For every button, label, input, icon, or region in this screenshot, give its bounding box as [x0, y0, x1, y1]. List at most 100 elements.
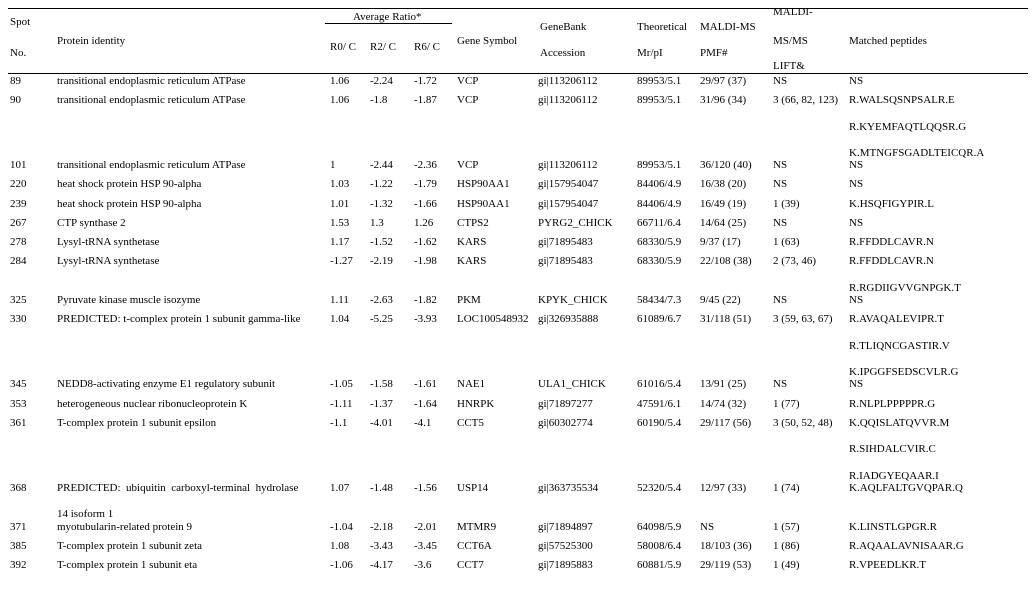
cell: 31/96 (34) — [700, 94, 747, 107]
cell: CTPS2 — [457, 216, 489, 229]
cell: K.LINSTLGPGR.R — [849, 520, 938, 533]
cell: gi|157954047 — [538, 178, 599, 191]
cell: 9/37 (17) — [700, 236, 741, 248]
cell: 239 — [10, 197, 27, 210]
cell: -1.64 — [414, 397, 437, 410]
cell: KPYK_CHICK — [538, 294, 608, 307]
cell: R.AVAQALEVIPR.T — [849, 313, 944, 326]
cell: K.AQLFALTGVQPAR.Q — [849, 481, 963, 494]
cell: -3.6 — [414, 559, 432, 572]
cell: 90 — [10, 94, 21, 107]
cell: R.WALSQSNPSALR.E — [849, 94, 955, 107]
cell: gi|113206112 — [538, 159, 598, 172]
cell: -1.66 — [414, 197, 437, 210]
cell: -2.36 — [414, 159, 437, 172]
cell: -1.62 — [414, 236, 437, 248]
cell: 1 — [330, 159, 336, 172]
cell: gi|60302774 — [538, 416, 593, 429]
cell: LOC100548932 — [457, 313, 529, 326]
cell: gi|113206112 — [538, 75, 598, 87]
cell: MTMR9 — [457, 520, 497, 533]
cell: USP14 — [457, 481, 489, 494]
cell: NEDD8-activating enzyme E1 regulatory su… — [57, 378, 276, 391]
cell: R.IADGYEQAAR.I — [849, 469, 939, 482]
cell: 31/118 (51) — [700, 313, 752, 326]
cell: -1.61 — [414, 378, 437, 391]
cell: gi|326935888 — [538, 313, 599, 326]
cell: R.VPEEDLKR.T — [849, 559, 926, 572]
cell: -1.37 — [370, 397, 393, 410]
cell: 368 — [10, 481, 27, 494]
cell: 61016/5.4 — [637, 378, 682, 391]
cell: gi|57525300 — [538, 540, 593, 552]
cell: NS — [849, 75, 864, 87]
cell: 16/38 (20) — [700, 178, 747, 191]
cell: -3.43 — [370, 540, 393, 552]
cell: 84406/4.9 — [637, 178, 682, 191]
cell: -1.04 — [330, 520, 353, 533]
cell: 84406/4.9 — [637, 197, 682, 210]
cell: 29/117 (56) — [700, 416, 752, 429]
cell: heat shock protein HSP 90-alpha — [57, 178, 202, 191]
cell: 1.06 — [330, 94, 350, 107]
cell: HSP90AA1 — [457, 197, 510, 210]
cell: 1 (57) — [773, 520, 800, 533]
cell: gi|157954047 — [538, 197, 599, 210]
cell: -1.58 — [370, 378, 393, 391]
cell: transitional endoplasmic reticulum ATPas… — [57, 75, 246, 87]
cell: 1.06 — [330, 75, 350, 87]
cell: -4.1 — [414, 416, 432, 429]
cell: -2.24 — [370, 75, 393, 87]
cell: 325 — [10, 294, 27, 307]
cell: gi|71897277 — [538, 397, 593, 410]
cell: 9/45 (22) — [700, 294, 741, 307]
header-cell: No. — [10, 47, 27, 59]
cell: -2.44 — [370, 159, 393, 172]
cell: heat shock protein HSP 90-alpha — [57, 197, 202, 210]
header-cell: GeneBank — [540, 21, 587, 33]
cell: 89953/5.1 — [637, 159, 682, 172]
cell: 1.03 — [330, 178, 350, 191]
cell: Lysyl-tRNA synthetase — [57, 236, 160, 248]
cell: 330 — [10, 313, 27, 326]
cell: 22/108 (38) — [700, 255, 752, 268]
header-cell: Spot — [10, 16, 31, 28]
header-rule — [8, 73, 1028, 74]
cell: -3.93 — [414, 313, 437, 326]
cell: 267 — [10, 216, 27, 229]
header-cell: Matched peptides — [849, 35, 927, 47]
cell: gi|71895483 — [538, 255, 593, 268]
cell: NS — [773, 216, 788, 229]
cell: 1.01 — [330, 197, 350, 210]
header-cell: Gene Symbol — [457, 35, 518, 47]
cell: 12/97 (33) — [700, 481, 747, 494]
cell: R.SIHDALCVIR.C — [849, 443, 936, 456]
cell: 1 (39) — [773, 197, 800, 210]
group-rule — [325, 23, 452, 24]
cell: NS — [773, 75, 788, 87]
cell: NS — [849, 159, 864, 172]
cell: K.HSQFIGYPIR.L — [849, 197, 934, 210]
cell: -1.1 — [330, 416, 348, 429]
cell: R.NLPLPPPPPR.G — [849, 397, 936, 410]
cell: gi|363735534 — [538, 481, 599, 494]
cell: -4.17 — [370, 559, 393, 572]
cell: 68330/5.9 — [637, 236, 682, 248]
cell: NS — [849, 378, 864, 391]
header-cell: Theoretical — [637, 21, 688, 33]
cell: 385 — [10, 540, 27, 552]
cell: 36/120 (40) — [700, 159, 752, 172]
cell: 47591/6.1 — [637, 397, 682, 410]
cell: -1.06 — [330, 559, 353, 572]
cell: Pyruvate kinase muscle isozyme — [57, 294, 201, 307]
cell: -1.22 — [370, 178, 393, 191]
cell: 66711/6.4 — [637, 216, 681, 229]
cell: 1.11 — [330, 294, 349, 307]
cell: R.FFDDLCAVR.N — [849, 255, 934, 268]
cell: myotubularin-related protein 9 — [57, 520, 193, 533]
cell: 3 (59, 63, 67) — [773, 313, 833, 326]
cell: 16/49 (19) — [700, 197, 747, 210]
cell: -2.63 — [370, 294, 393, 307]
cell: K.QQISLATQVVR.M — [849, 416, 950, 429]
header-cell: Average Ratio* — [353, 11, 422, 23]
